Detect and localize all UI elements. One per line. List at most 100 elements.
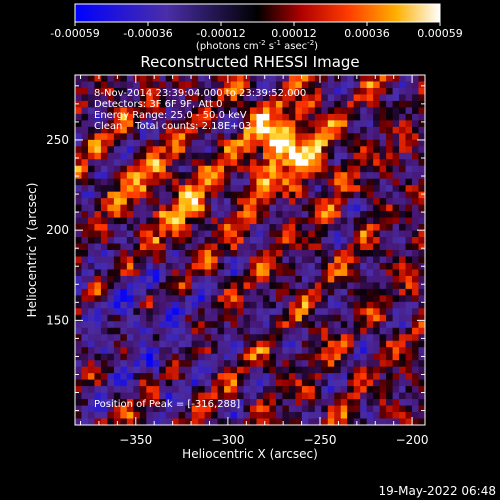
heatmap-cell bbox=[334, 243, 342, 251]
heatmap-cell bbox=[399, 327, 406, 335]
heatmap-cell bbox=[211, 87, 218, 95]
heatmap-cell bbox=[81, 269, 89, 277]
heatmap-cell bbox=[198, 198, 206, 206]
heatmap-cell bbox=[198, 126, 206, 134]
heatmap-cell bbox=[178, 250, 186, 257]
heatmap-cell bbox=[347, 308, 355, 316]
heatmap-cell bbox=[412, 198, 419, 206]
heatmap-cell bbox=[282, 243, 290, 251]
heatmap-cell bbox=[386, 250, 393, 257]
heatmap-cell bbox=[373, 288, 381, 296]
heatmap-cell bbox=[392, 386, 400, 393]
heatmap-cell bbox=[230, 204, 238, 212]
heatmap-cell bbox=[204, 334, 212, 342]
heatmap-cell bbox=[418, 353, 425, 361]
heatmap-cell bbox=[314, 87, 322, 95]
heatmap-cell bbox=[185, 139, 193, 147]
heatmap-cell bbox=[224, 133, 231, 141]
heatmap-cell bbox=[152, 282, 160, 290]
heatmap-cell bbox=[185, 353, 193, 361]
heatmap-cell bbox=[152, 262, 160, 270]
heatmap-cell bbox=[321, 139, 329, 147]
heatmap-cell bbox=[94, 146, 102, 154]
heatmap-cell bbox=[399, 256, 406, 264]
heatmap-cell bbox=[256, 308, 264, 316]
heatmap-cell bbox=[250, 217, 257, 225]
heatmap-cell bbox=[412, 152, 419, 160]
heatmap-cell bbox=[321, 353, 329, 361]
heatmap-cell bbox=[262, 301, 270, 309]
heatmap-cell bbox=[165, 386, 173, 393]
heatmap-cell bbox=[81, 133, 89, 141]
heatmap-cell bbox=[81, 185, 89, 193]
heatmap-cell bbox=[282, 159, 290, 167]
heatmap-cell bbox=[269, 295, 277, 303]
heatmap-cell bbox=[120, 107, 128, 115]
heatmap-cell bbox=[113, 321, 121, 329]
heatmap-cell bbox=[373, 230, 381, 238]
heatmap-cell bbox=[386, 282, 393, 290]
heatmap-cell bbox=[113, 386, 121, 393]
heatmap-cell bbox=[159, 314, 167, 322]
heatmap-cell bbox=[360, 133, 368, 141]
heatmap-cell bbox=[360, 165, 368, 173]
heatmap-cell bbox=[301, 133, 309, 141]
heatmap-cell bbox=[172, 308, 180, 316]
heatmap-cell bbox=[191, 178, 199, 186]
heatmap-cell bbox=[340, 113, 348, 121]
heatmap-cell bbox=[191, 360, 199, 368]
heatmap-cell bbox=[243, 159, 251, 167]
heatmap-cell bbox=[159, 81, 167, 89]
heatmap-cell bbox=[340, 295, 348, 303]
heatmap-cell bbox=[327, 340, 335, 348]
heatmap-cell bbox=[146, 133, 154, 141]
heatmap-cell bbox=[178, 275, 186, 283]
heatmap-cell bbox=[340, 301, 348, 309]
heatmap-cell bbox=[308, 360, 316, 368]
heatmap-cell bbox=[120, 288, 128, 296]
heatmap-cell bbox=[204, 126, 212, 134]
heatmap-cell bbox=[94, 314, 102, 322]
heatmap-cell bbox=[314, 347, 322, 355]
heatmap-cell bbox=[113, 373, 121, 381]
heatmap-cell bbox=[392, 269, 400, 277]
heatmap-cell bbox=[412, 204, 419, 212]
heatmap-cell bbox=[133, 360, 141, 368]
heatmap-cell bbox=[269, 256, 277, 264]
heatmap-cell bbox=[288, 178, 296, 186]
heatmap-cell bbox=[295, 94, 303, 102]
heatmap-cell bbox=[314, 282, 322, 290]
heatmap-cell bbox=[81, 295, 89, 303]
heatmap-cell bbox=[301, 126, 309, 134]
heatmap-cell bbox=[178, 107, 186, 115]
heatmap-cell bbox=[191, 237, 199, 244]
heatmap-cell bbox=[191, 81, 199, 89]
heatmap-cell bbox=[107, 159, 115, 167]
heatmap-cell bbox=[152, 139, 160, 147]
heatmap-cell bbox=[340, 321, 348, 329]
heatmap-cell bbox=[366, 224, 374, 231]
heatmap-cell bbox=[113, 107, 121, 115]
heatmap-cell bbox=[198, 262, 206, 270]
heatmap-cell bbox=[100, 81, 108, 89]
heatmap-cell bbox=[100, 366, 108, 374]
heatmap-cell bbox=[107, 211, 115, 218]
heatmap-cell bbox=[386, 185, 393, 193]
heatmap-cell bbox=[295, 360, 303, 368]
heatmap-cell bbox=[224, 243, 231, 251]
heatmap-cell bbox=[185, 347, 193, 355]
heatmap-cell bbox=[353, 256, 361, 264]
x-tick-label: −350 bbox=[119, 433, 152, 447]
heatmap-cell bbox=[165, 81, 173, 89]
heatmap-cell bbox=[87, 288, 95, 296]
heatmap-cell bbox=[139, 275, 147, 283]
heatmap-cell bbox=[243, 230, 251, 238]
heatmap-cell bbox=[126, 308, 134, 316]
heatmap-cell bbox=[373, 87, 381, 95]
heatmap-cell bbox=[81, 198, 89, 206]
heatmap-cell bbox=[405, 392, 413, 400]
x-tick-label: −250 bbox=[304, 433, 337, 447]
heatmap-cell bbox=[321, 152, 329, 160]
heatmap-cell bbox=[113, 250, 121, 257]
heatmap-cell bbox=[204, 379, 212, 387]
